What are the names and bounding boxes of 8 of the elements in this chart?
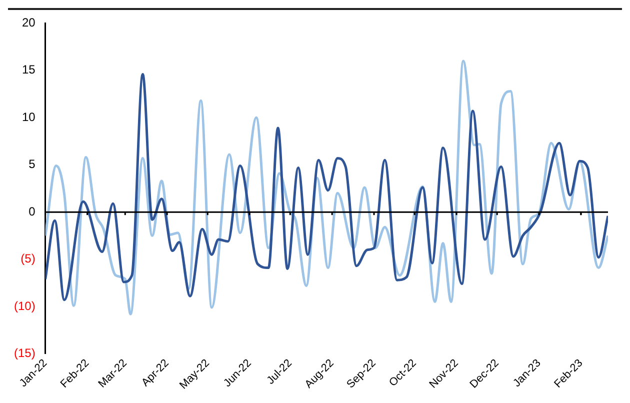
y-tick-label: 15	[22, 62, 36, 77]
y-tick-label: (15)	[14, 346, 36, 360]
y-tick-label: 0	[28, 204, 36, 218]
y-tick-label: 10	[22, 110, 36, 124]
y-tick-label: 5	[28, 157, 36, 172]
y-tick-label: (5)	[20, 252, 36, 266]
y-tick-label: 20	[22, 16, 36, 30]
y-tick-label: (10)	[14, 298, 36, 313]
